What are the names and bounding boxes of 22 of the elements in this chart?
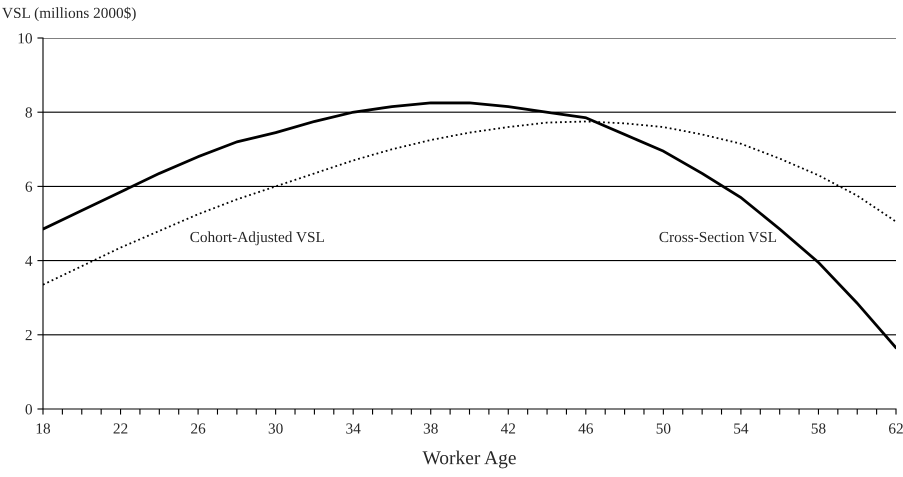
x-tick-label: 54 [734, 423, 748, 434]
x-tick-label: 42 [500, 423, 516, 434]
annotation: Cross-Section VSL [659, 232, 776, 242]
x-tick-label: 46 [578, 423, 593, 434]
x-tick-label: 50 [656, 423, 670, 434]
x-tick-label: 58 [812, 423, 826, 434]
x-tick-label: 26 [191, 423, 206, 434]
y-tick-label: 6 [26, 182, 32, 192]
y-tick-label: 10 [18, 33, 32, 44]
y-tick-label: 0 [26, 404, 32, 414]
y-axis-title: VSL (millions 2000$) [2, 6, 136, 22]
x-axis-title: Worker Age [422, 450, 516, 468]
x-tick-label: 18 [36, 423, 50, 434]
x-tick-label: 34 [346, 423, 361, 434]
x-tick-label: 62 [889, 423, 903, 434]
y-tick-label: 4 [25, 256, 32, 266]
y-tick-label: 2 [26, 330, 32, 340]
annotation: Cohort-Adjusted VSL [190, 231, 324, 246]
x-tick-label: 30 [268, 423, 283, 434]
x-tick-label: 38 [424, 423, 438, 434]
y-tick-label: 8 [26, 107, 32, 118]
x-tick-label: 22 [114, 423, 128, 434]
